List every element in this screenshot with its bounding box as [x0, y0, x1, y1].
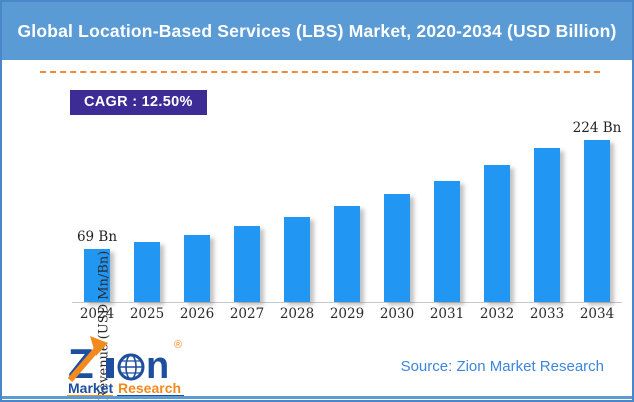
logo-sub-research: Research: [118, 380, 181, 396]
x-axis-label: 2026: [179, 306, 215, 322]
bar-slot: 69 Bn: [72, 120, 122, 302]
bar-slot: [422, 120, 472, 302]
x-axis-label: 2034: [579, 306, 615, 322]
x-axis-label: 2028: [279, 306, 315, 322]
bar-slot: [122, 120, 172, 302]
dashed-divider: [40, 71, 600, 73]
bar-slot: [472, 120, 522, 302]
bar-slot: [522, 120, 572, 302]
registered-trademark-icon: ®: [174, 339, 182, 351]
bar: [484, 165, 510, 302]
source-attribution: Source: Zion Market Research: [400, 358, 604, 375]
bar: [434, 181, 460, 302]
chart-title-bar: Global Location-Based Services (LBS) Mar…: [2, 2, 632, 60]
x-axis-label: 2025: [129, 306, 165, 322]
bar-slot: [222, 120, 272, 302]
zion-market-research-logo: Z n ® Market Research: [67, 336, 184, 397]
logo-globe-icon: [117, 353, 145, 381]
x-axis-label: 2029: [329, 306, 365, 322]
bar-slot: [172, 120, 222, 302]
bar-slot: [272, 120, 322, 302]
bar-value-label: 69 Bn: [76, 229, 118, 245]
x-axis-label: 2024: [79, 306, 115, 322]
bar: [584, 140, 610, 302]
logo-letter-n: n: [146, 345, 169, 387]
bar-slot: 224 Bn: [572, 120, 622, 302]
bar: [534, 148, 560, 302]
bar: [234, 226, 260, 302]
footer-divider: [2, 396, 632, 399]
logo-arrow-icon: [67, 336, 108, 382]
bar: [184, 235, 210, 302]
cagr-label: CAGR : 12.50%: [84, 94, 193, 110]
bar: [134, 242, 160, 302]
x-axis-label: 2033: [529, 306, 565, 322]
bar-slot: [322, 120, 372, 302]
bar: [84, 249, 110, 302]
chart-title: Global Location-Based Services (LBS) Mar…: [17, 20, 617, 41]
x-axis-label: 2030: [379, 306, 415, 322]
cagr-badge: CAGR : 12.50%: [70, 90, 207, 115]
bar-value-label: 224 Bn: [572, 120, 622, 136]
x-axis-label: 2032: [479, 306, 515, 322]
bar: [334, 206, 360, 302]
x-axis-label: 2031: [429, 306, 465, 322]
bar-slot: [372, 120, 422, 302]
bar: [284, 217, 310, 302]
x-axis-labels: 2024 2025 2026 2027 2028 2029 2030 2031 2032 2033…: [72, 306, 622, 326]
bar-chart-plot-area: Revenue (USD Mn/Bn) 69 Bn 224 Bn: [72, 120, 622, 400]
logo-letter-i: [106, 358, 114, 378]
x-axis-label: 2027: [229, 306, 265, 322]
logo-sub-market: Market: [68, 380, 113, 396]
bar: [384, 194, 410, 302]
